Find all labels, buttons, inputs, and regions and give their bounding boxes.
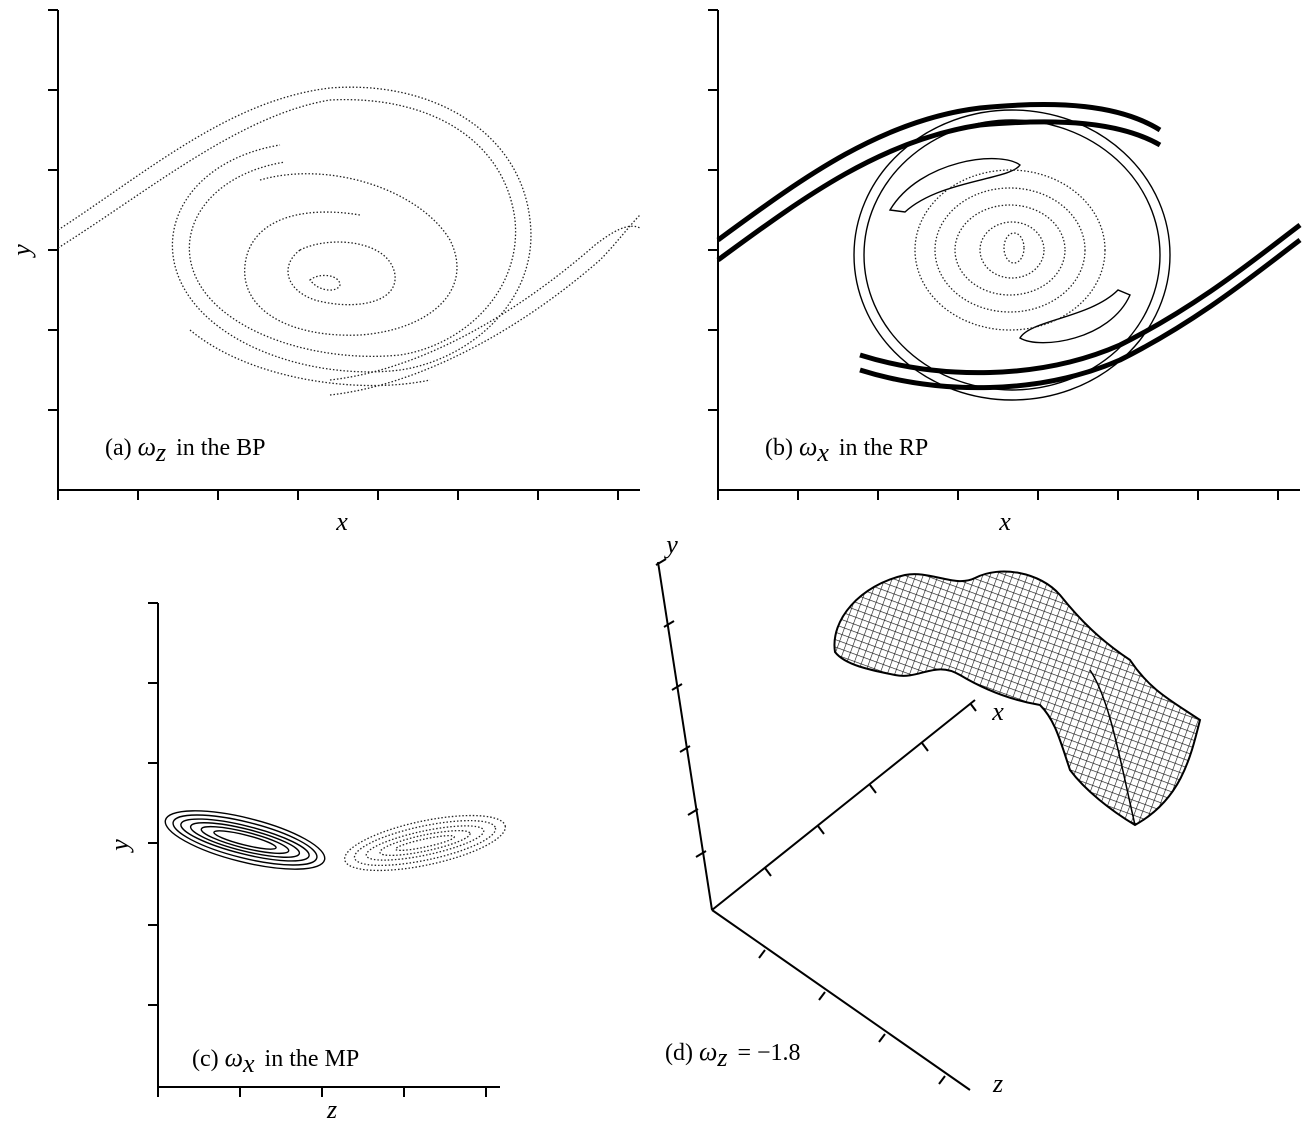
caption-subscript: x (242, 1049, 255, 1078)
caption: (a) ωz in the BP (105, 432, 265, 467)
x-label: x (335, 507, 348, 536)
x-label: x (991, 697, 1004, 726)
caption-subscript: z (155, 438, 166, 467)
caption-tag: (a) (105, 435, 132, 461)
caption-text: = −1.8 (737, 1040, 800, 1066)
caption-subscript: z (716, 1043, 727, 1072)
x-label: z (326, 1095, 337, 1124)
caption-symbol: ω (699, 1037, 717, 1066)
y-label: y (105, 839, 134, 854)
caption-text: in the MP (265, 1046, 360, 1072)
y-label: y (663, 530, 678, 559)
caption-symbol: ω (225, 1043, 243, 1072)
caption-symbol: ω (138, 432, 156, 461)
caption-symbol: ω (799, 432, 817, 461)
z-label: z (992, 1069, 1003, 1098)
caption-tag: (c) (192, 1046, 219, 1072)
panel-c: (c) ωx in the MP z y (105, 602, 506, 1124)
panel-d: y x z (d) ωz = −1.8 (655, 530, 1202, 1098)
caption: (b) ωx in the RP (765, 432, 928, 467)
caption: (c) ωx in the MP (192, 1043, 359, 1078)
y-label: y (7, 244, 36, 259)
caption: (d) ωz = −1.8 (665, 1037, 801, 1072)
caption-text: in the RP (839, 435, 928, 461)
caption-text: in the BP (176, 435, 265, 461)
panel-b: (b) ωx in the RP x (708, 9, 1302, 536)
caption-tag: (d) (665, 1040, 693, 1066)
caption-tag: (b) (765, 435, 793, 461)
x-label: x (998, 507, 1011, 536)
caption-subscript: x (816, 438, 829, 467)
panel-a: (a) ωz in the BP x y (7, 9, 641, 536)
